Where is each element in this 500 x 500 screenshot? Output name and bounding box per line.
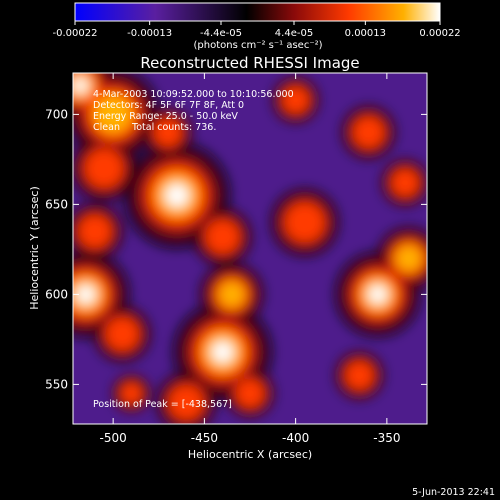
emission-blob xyxy=(235,379,265,408)
annotation-detectors: Detectors: 4F 5F 6F 7F 8F, Att 0 xyxy=(93,100,244,111)
image-area xyxy=(73,73,427,424)
plot-frame xyxy=(72,72,428,425)
annotation-energy: Energy Range: 25.0 - 50.0 keV xyxy=(93,111,238,122)
colorbar-tick-label: -4.4e-05 xyxy=(200,28,242,39)
emission-blob xyxy=(105,317,140,351)
annotation-time-range: 4-Mar-2003 10:09:52.000 to 10:10:56.000 xyxy=(93,89,294,100)
colorbar-tick-label: 0.00013 xyxy=(345,28,386,39)
emission-blob xyxy=(76,284,96,305)
emission-blob xyxy=(284,202,325,243)
x-tick-label: -400 xyxy=(282,431,309,445)
y-tick-label: 700 xyxy=(45,107,68,121)
colorbar xyxy=(74,2,441,22)
emission-blob xyxy=(120,382,143,405)
emission-blob xyxy=(153,117,183,147)
emission-blob xyxy=(73,77,88,94)
x-axis-label: Heliocentric X (arcsec) xyxy=(188,448,312,461)
y-axis-label: Heliocentric Y (arcsec) xyxy=(28,186,41,310)
emission-blob xyxy=(395,245,422,272)
emission-blob xyxy=(168,384,204,420)
colorbar-ticks: -0.00022 -0.00013 -4.4e-05 4.4e-05 0.00013 0.… xyxy=(53,21,461,39)
emission-blob xyxy=(281,86,310,114)
y-tick-label: 650 xyxy=(45,197,68,211)
annotation-peak: Position of Peak = [-438,567] xyxy=(93,399,232,410)
emission-blob xyxy=(345,361,374,390)
annotation-clean-counts: Clean Total counts: 736. xyxy=(93,122,216,133)
colorbar-tick-label: -0.00013 xyxy=(127,28,172,39)
emission-blob xyxy=(205,219,240,254)
colorbar-tick-label: 4.4e-05 xyxy=(275,28,313,39)
axis-ticks: -500 -450 -400 -350 550 600 650 700 xyxy=(45,73,427,445)
emission-blob xyxy=(391,168,420,197)
emission-blob xyxy=(352,116,385,149)
emission-blob xyxy=(368,284,388,304)
emission-blob xyxy=(165,183,189,208)
y-tick-label: 550 xyxy=(45,377,68,391)
emission-blob xyxy=(94,95,133,134)
x-tick-label: -450 xyxy=(191,431,218,445)
footer-date: 5-Jun-2013 22:41 xyxy=(412,487,495,498)
colorbar-tick-label: -0.00022 xyxy=(53,28,98,39)
emission-blob xyxy=(218,281,245,308)
y-tick-label: 600 xyxy=(45,287,68,301)
emission-blob xyxy=(78,214,112,249)
colorbar-tick-label: 0.00022 xyxy=(419,28,460,39)
x-tick-label: -350 xyxy=(373,431,400,445)
chart-title: Reconstructed RHESSI Image xyxy=(140,54,359,72)
emission-blob xyxy=(211,341,234,363)
colorbar-unit-label: (photons cm⁻² s⁻¹ asec⁻²) xyxy=(193,40,322,51)
emission-blob xyxy=(84,148,124,188)
x-tick-label: -500 xyxy=(100,431,127,445)
